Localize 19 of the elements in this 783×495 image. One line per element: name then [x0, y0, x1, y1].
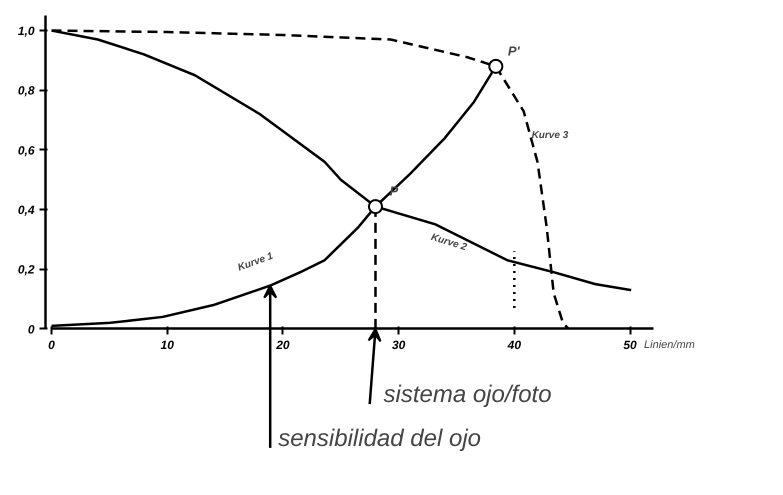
- x-axis-title: Linien/mm: [644, 338, 695, 351]
- annotation: P': [508, 43, 520, 58]
- x-tick-label: 30: [392, 338, 406, 352]
- annotation: Kurve 3: [532, 130, 569, 142]
- annotation: Kurve 2: [430, 232, 468, 254]
- x-tick-label: 0: [48, 338, 56, 352]
- x-tick-label: 20: [275, 338, 290, 352]
- x-tick-label: 10: [160, 338, 174, 352]
- y-tick-label: 0,6: [18, 143, 35, 158]
- x-tick-label: 40: [506, 338, 522, 352]
- y-tick-label: 0,8: [18, 84, 35, 98]
- annotation: sensibilidad del ojo: [278, 424, 482, 452]
- y-tick-label: 0: [28, 322, 35, 336]
- annotation: sistema ojo/foto: [383, 381, 552, 408]
- y-tick-label: 1,0: [18, 24, 35, 38]
- annotation: Kurve 1: [236, 250, 276, 274]
- y-tick-label: 0,4: [18, 203, 35, 218]
- y-tick-label: 0,2: [18, 262, 35, 277]
- x-tick-label: 50: [623, 338, 638, 352]
